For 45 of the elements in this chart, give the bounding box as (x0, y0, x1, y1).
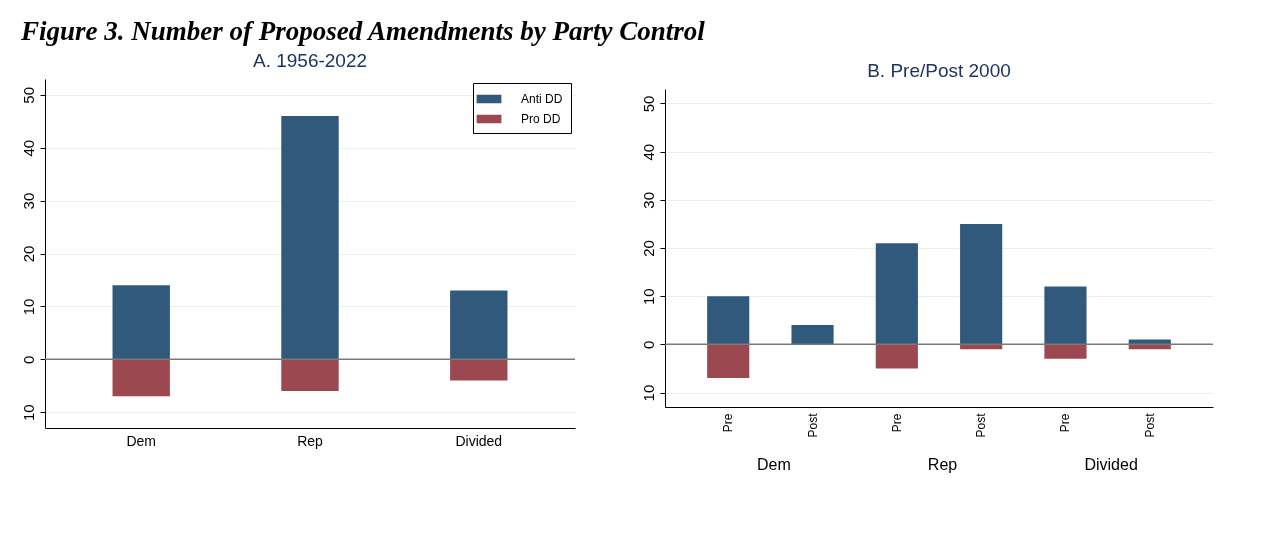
bar (112, 359, 170, 397)
y-tick-label: 40 (639, 143, 657, 161)
bar (707, 344, 750, 379)
y-tick-label: 20 (639, 240, 657, 257)
text: Divided (1084, 456, 1138, 473)
text: Rep (927, 456, 958, 473)
y-tick-label: 10 (639, 288, 657, 306)
x-tick-label: Post (974, 412, 989, 438)
legend-label: Anti DD (521, 92, 563, 106)
text: Dem (757, 456, 791, 473)
bar (875, 243, 918, 345)
y-tick-label: 10 (19, 298, 37, 316)
y-tick-label: 50 (19, 87, 37, 104)
bar (875, 344, 918, 369)
y-tick-label: 10 (19, 404, 37, 421)
y-tick-label: 0 (19, 355, 37, 364)
bar (450, 290, 508, 360)
x-tick-label: Divided (455, 432, 503, 449)
x-tick-label: Pre (889, 413, 904, 433)
y-tick-label: 50 (639, 95, 657, 113)
y-tick-label: 10 (639, 384, 657, 402)
x-tick-label: Pre (721, 413, 736, 433)
bar (960, 223, 1003, 345)
legend-label: Pro DD (521, 112, 561, 126)
y-tick-label: 20 (19, 245, 37, 263)
y-tick-label: 0 (639, 340, 657, 350)
bar (281, 359, 339, 391)
chart-title: B. Pre/Post 2000 (867, 60, 1011, 81)
x-tick-label: Dem (126, 432, 156, 449)
x-tick-label: Post (805, 412, 820, 438)
x-tick-label: Rep (297, 432, 324, 449)
bar (791, 325, 834, 345)
x-tick-label: Post (1142, 412, 1157, 438)
y-tick-label: 30 (639, 191, 657, 209)
y-tick-label: 40 (19, 139, 37, 157)
y-tick-label: 30 (19, 192, 37, 210)
bar (1044, 344, 1087, 359)
chart-subtitle: A. 1956-2022 (252, 50, 368, 71)
x-tick-label: Pre (1058, 413, 1073, 433)
chart-title: Figure 3. Number of Proposed Amendments by Party Control (20, 16, 706, 46)
bar (281, 116, 339, 360)
bar (707, 296, 750, 345)
bar (112, 285, 170, 360)
bar (1044, 286, 1087, 345)
bar (450, 359, 508, 381)
